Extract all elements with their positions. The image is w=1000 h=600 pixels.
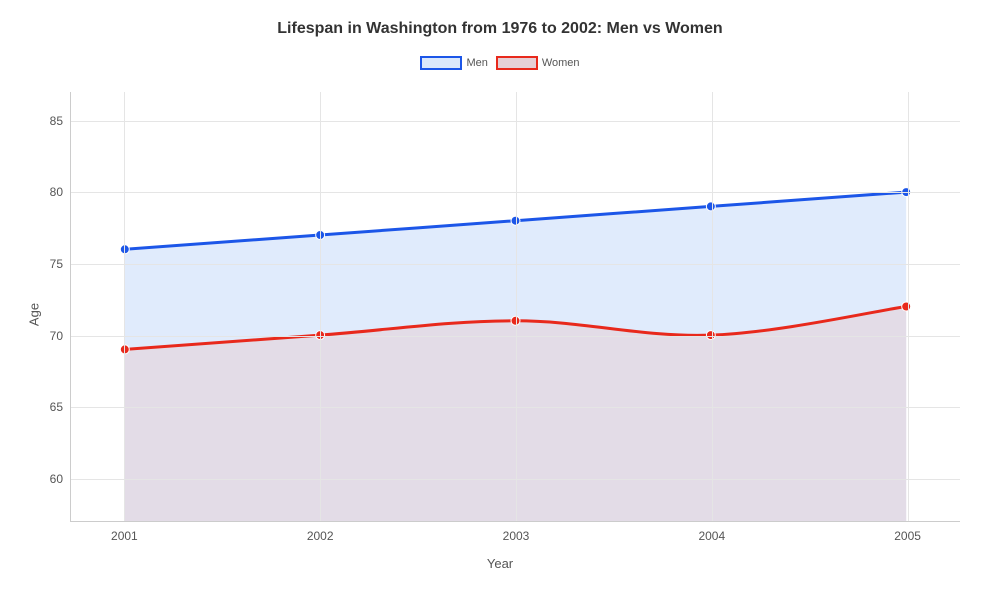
y-tick-label: 85 (50, 114, 71, 128)
legend-label-women: Women (542, 57, 580, 69)
legend-label-men: Men (466, 57, 487, 69)
chart-title: Lifespan in Washington from 1976 to 2002… (0, 20, 1000, 38)
legend-swatch-women (496, 56, 538, 70)
y-tick-label: 70 (50, 329, 71, 343)
gridline-v (908, 92, 909, 521)
y-tick-label: 65 (50, 400, 71, 414)
gridline-v (712, 92, 713, 521)
y-axis-label: Age (27, 303, 42, 326)
y-tick-label: 80 (50, 185, 71, 199)
plot-area: 60657075808520012002200320042005 (70, 92, 960, 522)
legend-item-women[interactable]: Women (496, 56, 580, 70)
lifespan-chart: Lifespan in Washington from 1976 to 2002… (0, 0, 1000, 600)
y-tick-label: 75 (50, 257, 71, 271)
legend-item-men[interactable]: Men (420, 56, 487, 70)
data-point-women[interactable] (902, 302, 911, 311)
gridline-v (320, 92, 321, 521)
x-tick-label: 2004 (698, 521, 725, 543)
gridline-v (516, 92, 517, 521)
y-tick-label: 60 (50, 472, 71, 486)
x-tick-label: 2002 (307, 521, 334, 543)
gridline-v (124, 92, 125, 521)
legend-swatch-men (420, 56, 462, 70)
x-tick-label: 2005 (894, 521, 921, 543)
x-axis-label: Year (487, 556, 513, 571)
legend: Men Women (0, 56, 1000, 70)
x-tick-label: 2003 (503, 521, 530, 543)
x-tick-label: 2001 (111, 521, 138, 543)
